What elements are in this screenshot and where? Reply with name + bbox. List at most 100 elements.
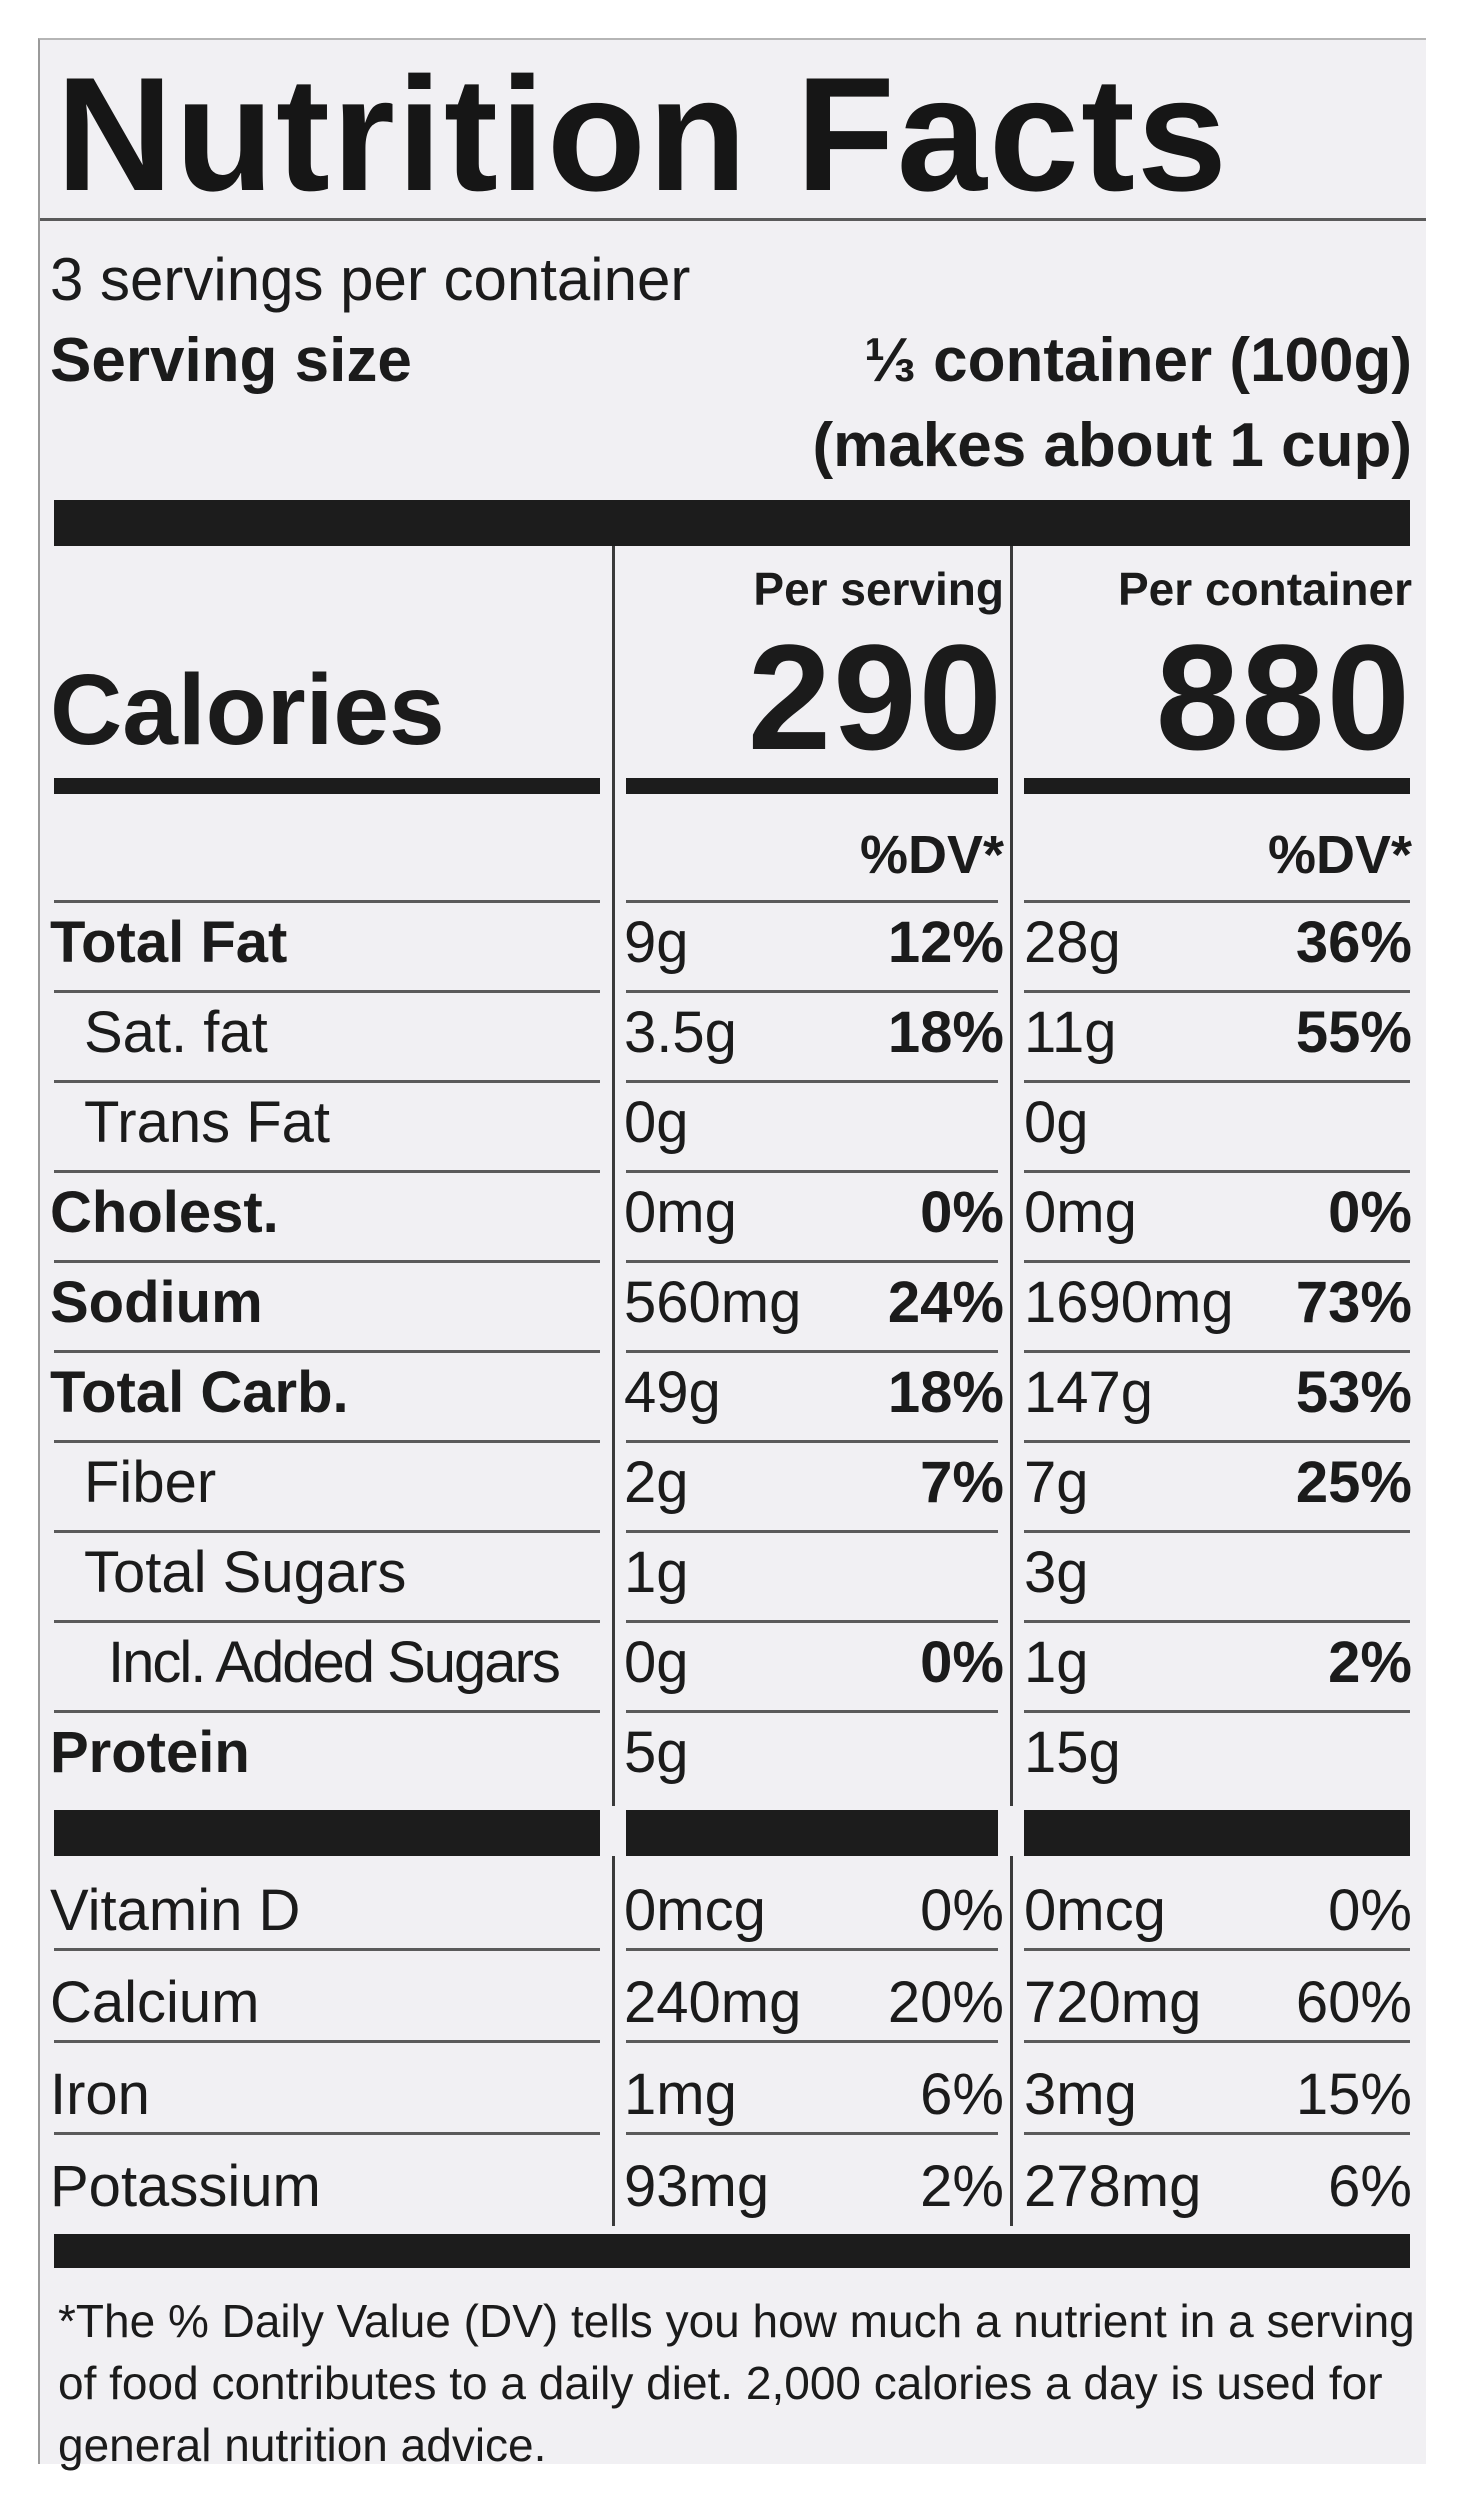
row-divider: [1024, 2132, 1410, 2135]
row-divider: [626, 1620, 998, 1623]
container-dv: 73%: [1295, 1270, 1412, 1335]
row-divider: [1024, 1260, 1410, 1263]
container-amount: 15g: [1024, 1720, 1121, 1785]
vitamin-bar-right: [1024, 1810, 1410, 1856]
row-divider: [626, 1260, 998, 1263]
serving-dv: 7%: [920, 1450, 1004, 1515]
container-dv: 55%: [1295, 1000, 1412, 1065]
serving-dv: 12%: [887, 910, 1004, 975]
calories-label: Calories: [50, 654, 445, 766]
row-divider: [1024, 1350, 1410, 1353]
serving-dv: 20%: [887, 1970, 1004, 2035]
row-divider: [1024, 1620, 1410, 1623]
container-dv: 53%: [1295, 1360, 1412, 1425]
serving-amount: 0mg: [624, 1180, 737, 1245]
serving-dv: 0%: [920, 1180, 1004, 1245]
calories-bar-left: [54, 778, 600, 794]
nutrient-name: Sat. fat: [84, 1000, 268, 1065]
row-divider: [54, 900, 600, 903]
vitamin-name: Vitamin D: [50, 1878, 301, 1943]
row-divider: [626, 1440, 998, 1443]
serving-amount: 1g: [624, 1540, 689, 1605]
container-amount: 11g: [1024, 1000, 1117, 1065]
column-divider-1: [612, 546, 615, 1806]
vitamin-name: Calcium: [50, 1970, 260, 2035]
container-amount: 278mg: [1024, 2154, 1202, 2219]
container-dv: 25%: [1295, 1450, 1412, 1515]
serving-amount: 0g: [624, 1630, 689, 1695]
vitamin-name: Potassium: [50, 2154, 321, 2219]
row-divider: [1024, 1170, 1410, 1173]
row-divider: [54, 1440, 600, 1443]
serving-amount: 93mg: [624, 2154, 770, 2219]
container-dv: 0%: [1328, 1878, 1412, 1943]
container-dv: 2%: [1328, 1630, 1412, 1695]
row-divider: [626, 2040, 998, 2043]
vitamin-bar-mid: [626, 1810, 998, 1856]
container-dv: 36%: [1295, 910, 1412, 975]
row-divider: [54, 990, 600, 993]
row-divider: [54, 1710, 600, 1713]
row-divider: [54, 1530, 600, 1533]
thick-divider-top: [54, 500, 1410, 546]
container-dv: 0%: [1328, 1180, 1412, 1245]
serving-amount: 5g: [624, 1720, 689, 1785]
serving-dv: 0%: [920, 1630, 1004, 1695]
row-divider: [1024, 1440, 1410, 1443]
row-divider: [626, 1170, 998, 1173]
serving-size-label: Serving size: [50, 326, 412, 395]
row-divider: [1024, 1080, 1410, 1083]
per-container-header: Per container: [1118, 563, 1412, 615]
row-divider: [54, 1620, 600, 1623]
container-dv: 6%: [1328, 2154, 1412, 2219]
row-divider: [54, 2132, 600, 2135]
container-amount: 0mg: [1024, 1180, 1137, 1245]
calories-per-container: 880: [1155, 613, 1412, 781]
container-dv: 60%: [1295, 1970, 1412, 2035]
nutrient-name: Fiber: [84, 1450, 217, 1515]
nutrient-name: Incl. Added Sugars: [108, 1630, 561, 1695]
serving-dv: 18%: [887, 1000, 1004, 1065]
row-divider: [1024, 1710, 1410, 1713]
serving-amount: 0mcg: [624, 1878, 766, 1943]
serving-dv: 6%: [920, 2062, 1004, 2127]
row-divider: [626, 2132, 998, 2135]
title-divider: [40, 218, 1426, 221]
serving-amount: 560mg: [624, 1270, 802, 1335]
row-divider: [626, 1080, 998, 1083]
row-divider: [1024, 2040, 1410, 2043]
serving-amount: 49g: [624, 1360, 721, 1425]
container-amount: 1g: [1024, 1630, 1089, 1695]
calories-per-serving: 290: [747, 613, 1004, 781]
nutrition-facts-label: Nutrition Facts 3 servings per container…: [38, 38, 1426, 2471]
serving-dv: 2%: [920, 2154, 1004, 2219]
dv-header-serving: %DV*: [859, 825, 1004, 885]
row-divider: [1024, 900, 1410, 903]
container-dv: 15%: [1295, 2062, 1412, 2127]
row-divider: [1024, 990, 1410, 993]
vitamin-bar-left: [54, 1810, 600, 1856]
container-amount: 7g: [1024, 1450, 1089, 1515]
daily-value-footnote: *The % Daily Value (DV) tells you how mu…: [58, 2295, 1415, 2471]
thick-divider-bottom: [54, 2234, 1410, 2268]
per-serving-header: Per serving: [753, 563, 1004, 615]
row-divider: [54, 1260, 600, 1263]
row-divider: [54, 1350, 600, 1353]
row-divider: [1024, 1948, 1410, 1951]
nutrient-name: Total Carb.: [50, 1360, 349, 1425]
vitamin-column-divider-2: [1010, 1856, 1013, 2226]
column-divider-2: [1010, 546, 1013, 1806]
container-amount: 0mcg: [1024, 1878, 1166, 1943]
container-amount: 0g: [1024, 1090, 1089, 1155]
row-divider: [1024, 1530, 1410, 1533]
container-amount: 28g: [1024, 910, 1121, 975]
calories-bar-mid: [626, 778, 998, 794]
container-amount: 720mg: [1024, 1970, 1202, 2035]
container-amount: 1690mg: [1024, 1270, 1234, 1335]
serving-amount: 0g: [624, 1090, 689, 1155]
serving-amount: 240mg: [624, 1970, 802, 2035]
nutrient-name: Trans Fat: [84, 1090, 331, 1155]
serving-amount: 3.5g: [624, 1000, 737, 1065]
row-divider: [626, 1710, 998, 1713]
row-divider: [54, 1170, 600, 1173]
